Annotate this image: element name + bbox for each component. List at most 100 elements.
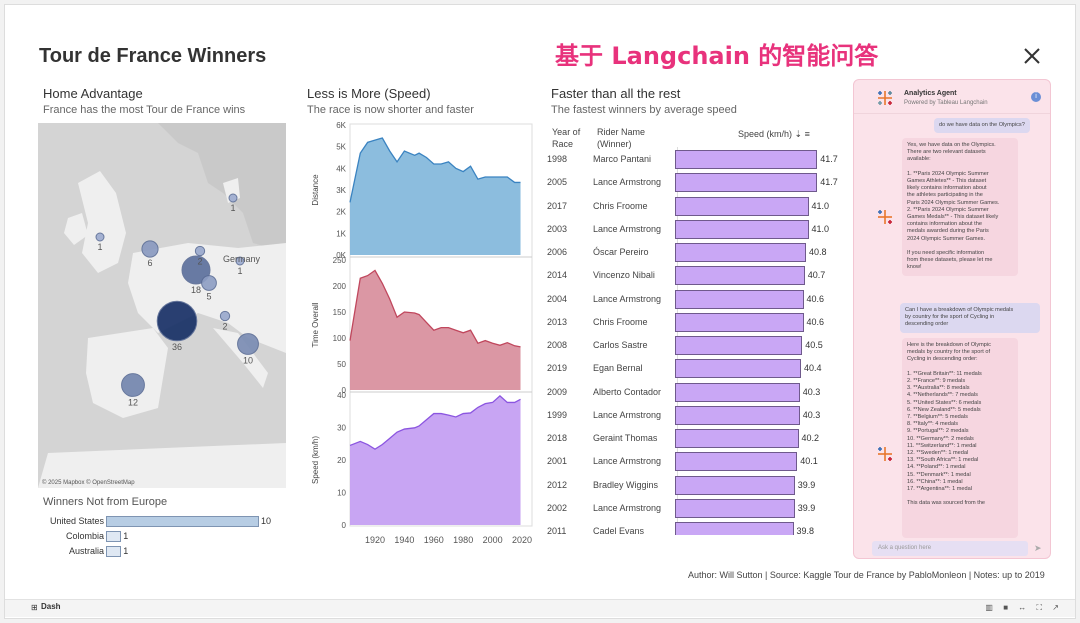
less-subtitle: The race is now shorter and faster [307, 104, 474, 116]
non-europe-bar[interactable] [106, 546, 122, 557]
speed-value: 40.3 [802, 409, 821, 420]
bubble-united-kingdom[interactable] [141, 240, 159, 258]
speed-table-row[interactable]: 2006 Óscar Pereiro 40.8 [547, 243, 857, 266]
row-year: 2001 [547, 456, 568, 467]
speed-table-row[interactable]: 2005 Lance Armstrong 41.7 [547, 173, 857, 196]
speed-table-row[interactable]: 2009 Alberto Contador 40.3 [547, 382, 857, 406]
bubble-france[interactable] [156, 300, 198, 342]
speed-value: 40.1 [800, 456, 818, 467]
area-series[interactable] [350, 395, 521, 525]
speed-value: 40.6 [806, 293, 825, 304]
close-icon[interactable] [1022, 46, 1042, 66]
y-tick-label: 10 [337, 489, 346, 498]
speed-value: 41.0 [811, 223, 830, 234]
speed-bar[interactable] [675, 173, 818, 193]
speed-table-row[interactable]: 2012 Bradley Wiggins 39.9 [547, 475, 857, 499]
speed-table: 1998 Marco Pantani 41.7 2005 Lance Armstr… [547, 150, 857, 535]
send-icon[interactable]: ➤ [1034, 543, 1042, 553]
bubble-denmark[interactable] [228, 193, 238, 203]
y-tick-label: 2K [336, 208, 346, 217]
speed-table-row[interactable]: 2014 Vincenzo Nibali 40.7 [547, 266, 857, 289]
speed-table-row[interactable]: 1998 Marco Pantani 41.7 [547, 150, 857, 173]
info-icon[interactable]: i [1031, 92, 1041, 102]
speed-bar[interactable] [675, 289, 804, 309]
bubble-germany[interactable] [235, 256, 245, 266]
speed-bar[interactable] [675, 266, 805, 286]
speed-table-row[interactable]: 2008 Carlos Sastre 40.5 [547, 336, 857, 359]
y-tick-label: 0 [342, 521, 347, 530]
non-europe-title: Winners Not from Europe [43, 496, 168, 508]
europe-map[interactable]: 36 18 12 10 6 5 2 2 1 1 1 Germany © 2025 Mapbox © … [38, 123, 286, 488]
chat-panel: Analytics Agent Powered by Tableau Langc… [853, 79, 1051, 559]
bubble-label: 36 [172, 342, 182, 352]
view-controls[interactable]: ▥ ■ ↔ ⛶ ↗ [985, 603, 1063, 612]
speed-table-row[interactable]: 2011 Cadel Evans 39.8 [547, 522, 857, 535]
speed-value: 41.0 [811, 200, 830, 211]
map-credit: © 2025 Mapbox © OpenStreetMap [42, 480, 135, 486]
speed-bar[interactable] [675, 475, 795, 495]
y-axis-label: Speed (km/h) [311, 436, 320, 484]
speed-bar[interactable] [675, 150, 818, 169]
speed-bar[interactable] [675, 522, 794, 535]
bubble-switzerland[interactable] [219, 310, 231, 322]
bubble-spain[interactable] [121, 373, 145, 397]
x-tick-label: 1980 [453, 535, 473, 545]
speed-table-row[interactable]: 2004 Lance Armstrong 40.6 [547, 289, 857, 313]
area-series[interactable] [350, 138, 521, 255]
bubble-ireland[interactable] [95, 232, 105, 242]
speed-table-row[interactable]: 2013 Chris Froome 40.6 [547, 312, 857, 336]
tab-dash[interactable]: Dash [41, 602, 61, 611]
bubble-belgium[interactable] [181, 255, 211, 285]
speed-value: 40.6 [806, 316, 825, 327]
speed-bar[interactable] [675, 336, 803, 355]
col-speed-header[interactable]: Speed (km/h) ⇣ ≡ [738, 128, 810, 140]
speed-bar[interactable] [675, 382, 800, 402]
non-europe-bar[interactable] [106, 531, 122, 542]
speed-bar[interactable] [675, 498, 795, 518]
bubble-label: 12 [128, 397, 138, 407]
speed-bar[interactable] [675, 429, 799, 448]
y-tick-label: 3K [336, 186, 346, 195]
chat-input[interactable]: Ask a question here [872, 541, 1028, 556]
col-year-header: Year of Race [552, 127, 581, 149]
non-europe-bar[interactable] [106, 516, 259, 527]
row-rider: Lance Armstrong [593, 502, 662, 513]
speed-bar[interactable] [675, 452, 798, 472]
bot-message: Here is the breakdown of Olympic medals … [902, 338, 1018, 538]
speed-value: 40.3 [802, 386, 821, 397]
row-year: 2019 [547, 363, 568, 374]
row-year: 2013 [547, 316, 568, 327]
bubble-label: 1 [237, 266, 242, 276]
row-year: 2006 [547, 247, 568, 257]
faster-subtitle: The fastest winners by average speed [551, 104, 737, 116]
speed-bar[interactable] [675, 243, 806, 262]
home-subtitle: France has the most Tour de France wins [43, 104, 246, 116]
speed-value: 40.2 [801, 433, 820, 443]
row-rider: Geraint Thomas [593, 433, 658, 443]
bubble-italy[interactable] [237, 333, 259, 355]
area-charts[interactable]: 6K5K4K3K2K1K0KDistance250200150100500Tim… [300, 120, 540, 550]
speed-table-row[interactable]: 2002 Lance Armstrong 39.9 [547, 498, 857, 522]
y-tick-label: 40 [337, 391, 346, 400]
row-year: 2018 [547, 433, 568, 443]
speed-bar[interactable] [675, 405, 800, 425]
speed-table-row[interactable]: 1999 Lance Armstrong 40.3 [547, 405, 857, 429]
row-rider: Bradley Wiggins [593, 479, 659, 490]
bot-avatar-icon [878, 210, 892, 224]
speed-table-row[interactable]: 2017 Chris Froome 41.0 [547, 196, 857, 220]
x-tick-label: 1940 [394, 535, 414, 545]
bubble-label: 18 [191, 285, 201, 295]
speed-table-row[interactable]: 2003 Lance Armstrong 41.0 [547, 219, 857, 243]
speed-bar[interactable] [675, 359, 801, 379]
speed-bar[interactable] [675, 196, 809, 216]
speed-table-row[interactable]: 2001 Lance Armstrong 40.1 [547, 452, 857, 475]
speed-table-row[interactable]: 2019 Egan Bernal 40.4 [547, 359, 857, 382]
speed-bar[interactable] [675, 219, 809, 239]
bubble-luxembourg[interactable] [201, 275, 217, 291]
bubble-netherlands[interactable] [194, 245, 206, 257]
speed-table-row[interactable]: 2018 Geraint Thomas 40.2 [547, 429, 857, 452]
bottom-toolbar: ⊞ Dash ▥ ■ ↔ ⛶ ↗ [5, 599, 1075, 617]
dashboard-grid-icon: ⊞ [31, 603, 38, 612]
sort-icon[interactable]: ⇣ ≡ [794, 129, 810, 139]
speed-bar[interactable] [675, 312, 804, 332]
